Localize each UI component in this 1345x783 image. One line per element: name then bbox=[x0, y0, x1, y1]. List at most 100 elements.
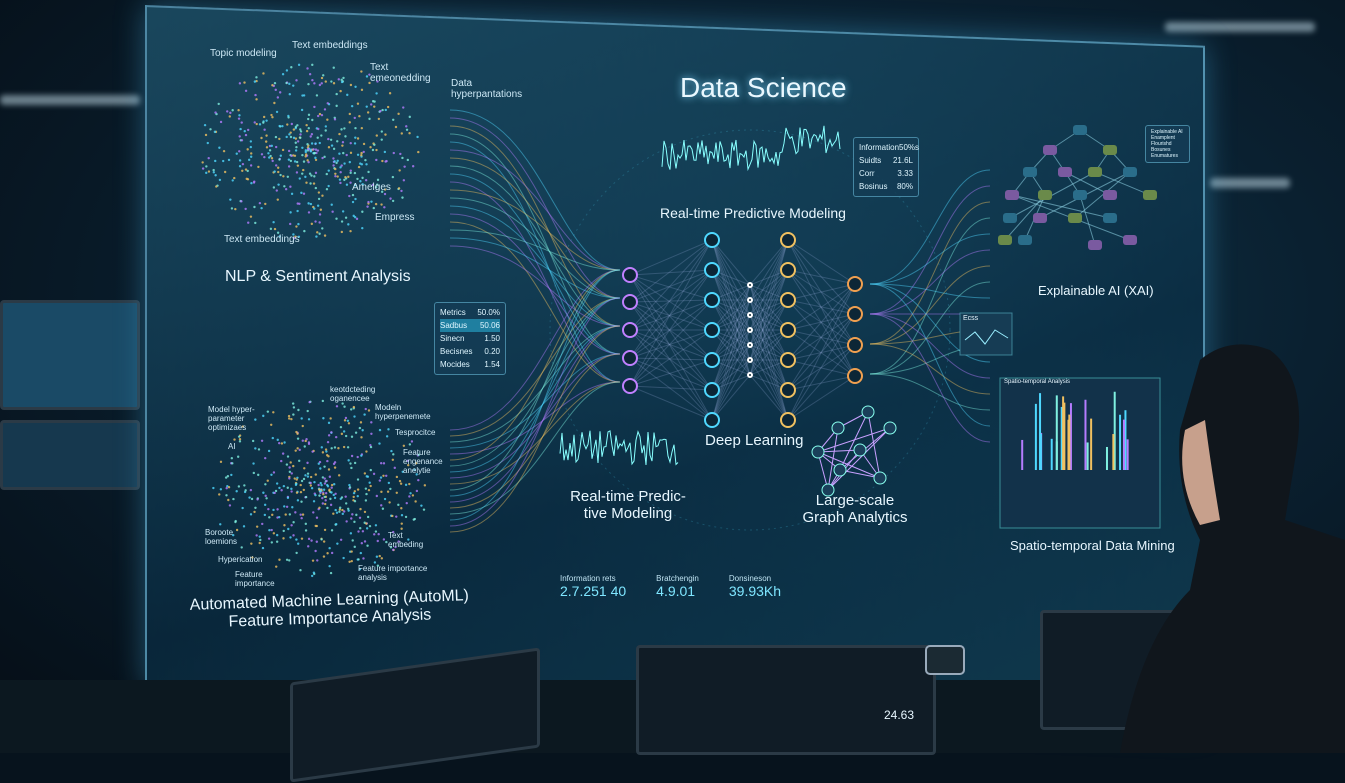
particle bbox=[262, 414, 265, 418]
particle bbox=[304, 175, 307, 179]
particle bbox=[304, 155, 307, 158]
particle bbox=[369, 484, 372, 488]
particle bbox=[285, 69, 289, 72]
particle bbox=[290, 122, 294, 126]
edge bbox=[629, 329, 713, 421]
particle bbox=[267, 507, 270, 511]
nlp-label: Empress bbox=[375, 212, 415, 223]
particle bbox=[408, 482, 411, 486]
particle bbox=[349, 532, 353, 535]
particle bbox=[313, 207, 316, 210]
particle bbox=[318, 232, 321, 235]
particle bbox=[354, 183, 357, 187]
particle bbox=[254, 221, 257, 225]
particle bbox=[407, 538, 410, 541]
edge bbox=[711, 299, 751, 421]
particle bbox=[302, 168, 305, 172]
particle bbox=[343, 162, 346, 165]
particle bbox=[373, 533, 376, 536]
particle bbox=[292, 521, 295, 524]
particle bbox=[282, 529, 285, 533]
particle bbox=[334, 167, 337, 171]
particle bbox=[347, 509, 350, 512]
particle bbox=[378, 554, 381, 558]
edge bbox=[711, 269, 751, 346]
particle bbox=[358, 115, 361, 118]
particle bbox=[310, 142, 314, 145]
particle bbox=[262, 491, 265, 494]
particle bbox=[238, 437, 242, 441]
particle bbox=[280, 459, 283, 463]
particle bbox=[247, 158, 251, 162]
particle bbox=[335, 523, 338, 526]
tree-node bbox=[1005, 190, 1019, 200]
particle bbox=[218, 146, 221, 149]
particle bbox=[267, 449, 271, 453]
edge bbox=[629, 329, 713, 387]
particle bbox=[294, 235, 297, 238]
particle bbox=[324, 448, 328, 451]
particle bbox=[292, 233, 295, 236]
particle bbox=[347, 459, 350, 462]
particle bbox=[288, 466, 291, 469]
nlp-label: Text embeddings bbox=[292, 40, 368, 51]
person-silhouette bbox=[1120, 344, 1345, 753]
particle bbox=[238, 159, 242, 162]
particle bbox=[322, 488, 326, 491]
particle bbox=[359, 421, 363, 424]
neuron bbox=[780, 232, 796, 248]
particle bbox=[249, 215, 253, 218]
particle bbox=[375, 134, 378, 137]
particle bbox=[310, 539, 313, 542]
flow-line bbox=[449, 133, 621, 355]
desk-monitor-code: 24.63 bbox=[636, 645, 936, 755]
particle bbox=[299, 513, 302, 516]
graph-edge bbox=[839, 469, 881, 479]
flow-line bbox=[449, 353, 621, 509]
particle bbox=[318, 112, 322, 116]
particle bbox=[361, 530, 365, 533]
particle bbox=[383, 188, 387, 191]
particle bbox=[326, 483, 329, 487]
particle bbox=[276, 96, 280, 99]
automl-label: Model hyper-parameter optimizaes bbox=[208, 405, 255, 432]
particle bbox=[361, 183, 364, 186]
particle bbox=[397, 503, 400, 507]
particle bbox=[319, 481, 322, 485]
particle bbox=[272, 532, 276, 535]
particle bbox=[290, 524, 293, 527]
particle bbox=[285, 463, 289, 466]
particle bbox=[368, 117, 371, 121]
particle bbox=[349, 462, 352, 465]
graph-node bbox=[811, 445, 825, 459]
edge bbox=[787, 329, 856, 377]
tree-edge bbox=[1064, 171, 1111, 196]
edge bbox=[629, 274, 713, 421]
particle bbox=[263, 155, 266, 159]
particle bbox=[273, 491, 276, 495]
particle bbox=[293, 154, 297, 158]
particle bbox=[307, 537, 311, 541]
particle bbox=[214, 111, 217, 114]
particle bbox=[379, 476, 383, 479]
particle bbox=[369, 146, 372, 149]
graph-label: Large-scale Graph Analytics bbox=[802, 492, 908, 526]
particle bbox=[283, 505, 286, 508]
neuron bbox=[622, 322, 638, 338]
particle bbox=[409, 492, 412, 495]
particle bbox=[383, 206, 386, 209]
particle bbox=[344, 216, 348, 219]
graph-edge bbox=[817, 451, 881, 479]
particle bbox=[401, 156, 404, 160]
particle bbox=[249, 155, 253, 158]
particle bbox=[240, 200, 243, 203]
particle bbox=[327, 468, 331, 471]
metric-name: Sinecn bbox=[440, 334, 465, 343]
particle bbox=[357, 530, 360, 533]
particle bbox=[350, 435, 354, 438]
particle bbox=[299, 133, 302, 136]
flow-line bbox=[449, 325, 621, 533]
neuron bbox=[622, 378, 638, 394]
particle bbox=[335, 405, 339, 408]
edge bbox=[711, 239, 751, 346]
